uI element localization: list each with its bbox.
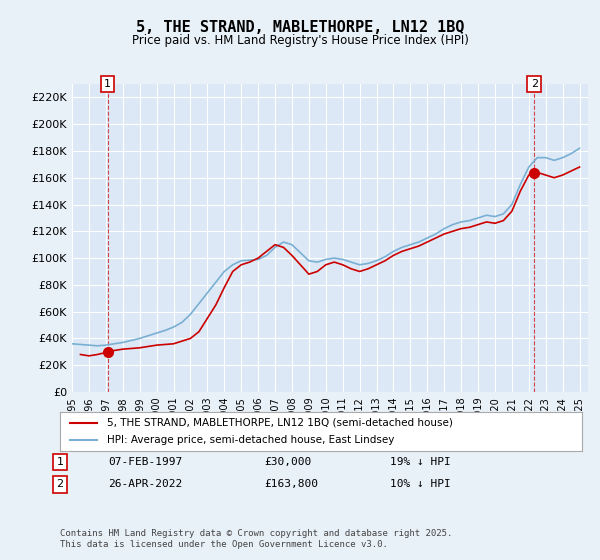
Text: 10% ↓ HPI: 10% ↓ HPI	[390, 479, 451, 489]
Text: 1: 1	[56, 457, 64, 467]
Text: 5, THE STRAND, MABLETHORPE, LN12 1BQ: 5, THE STRAND, MABLETHORPE, LN12 1BQ	[136, 20, 464, 35]
Text: 2: 2	[531, 79, 538, 89]
Text: Price paid vs. HM Land Registry's House Price Index (HPI): Price paid vs. HM Land Registry's House …	[131, 34, 469, 46]
Text: 1: 1	[104, 79, 111, 89]
Text: 19% ↓ HPI: 19% ↓ HPI	[390, 457, 451, 467]
Text: HPI: Average price, semi-detached house, East Lindsey: HPI: Average price, semi-detached house,…	[107, 435, 394, 445]
Text: 2: 2	[56, 479, 64, 489]
Text: 26-APR-2022: 26-APR-2022	[108, 479, 182, 489]
Text: 5, THE STRAND, MABLETHORPE, LN12 1BQ (semi-detached house): 5, THE STRAND, MABLETHORPE, LN12 1BQ (se…	[107, 418, 453, 428]
Text: £163,800: £163,800	[264, 479, 318, 489]
Text: 07-FEB-1997: 07-FEB-1997	[108, 457, 182, 467]
Text: £30,000: £30,000	[264, 457, 311, 467]
Text: Contains HM Land Registry data © Crown copyright and database right 2025.
This d: Contains HM Land Registry data © Crown c…	[60, 529, 452, 549]
